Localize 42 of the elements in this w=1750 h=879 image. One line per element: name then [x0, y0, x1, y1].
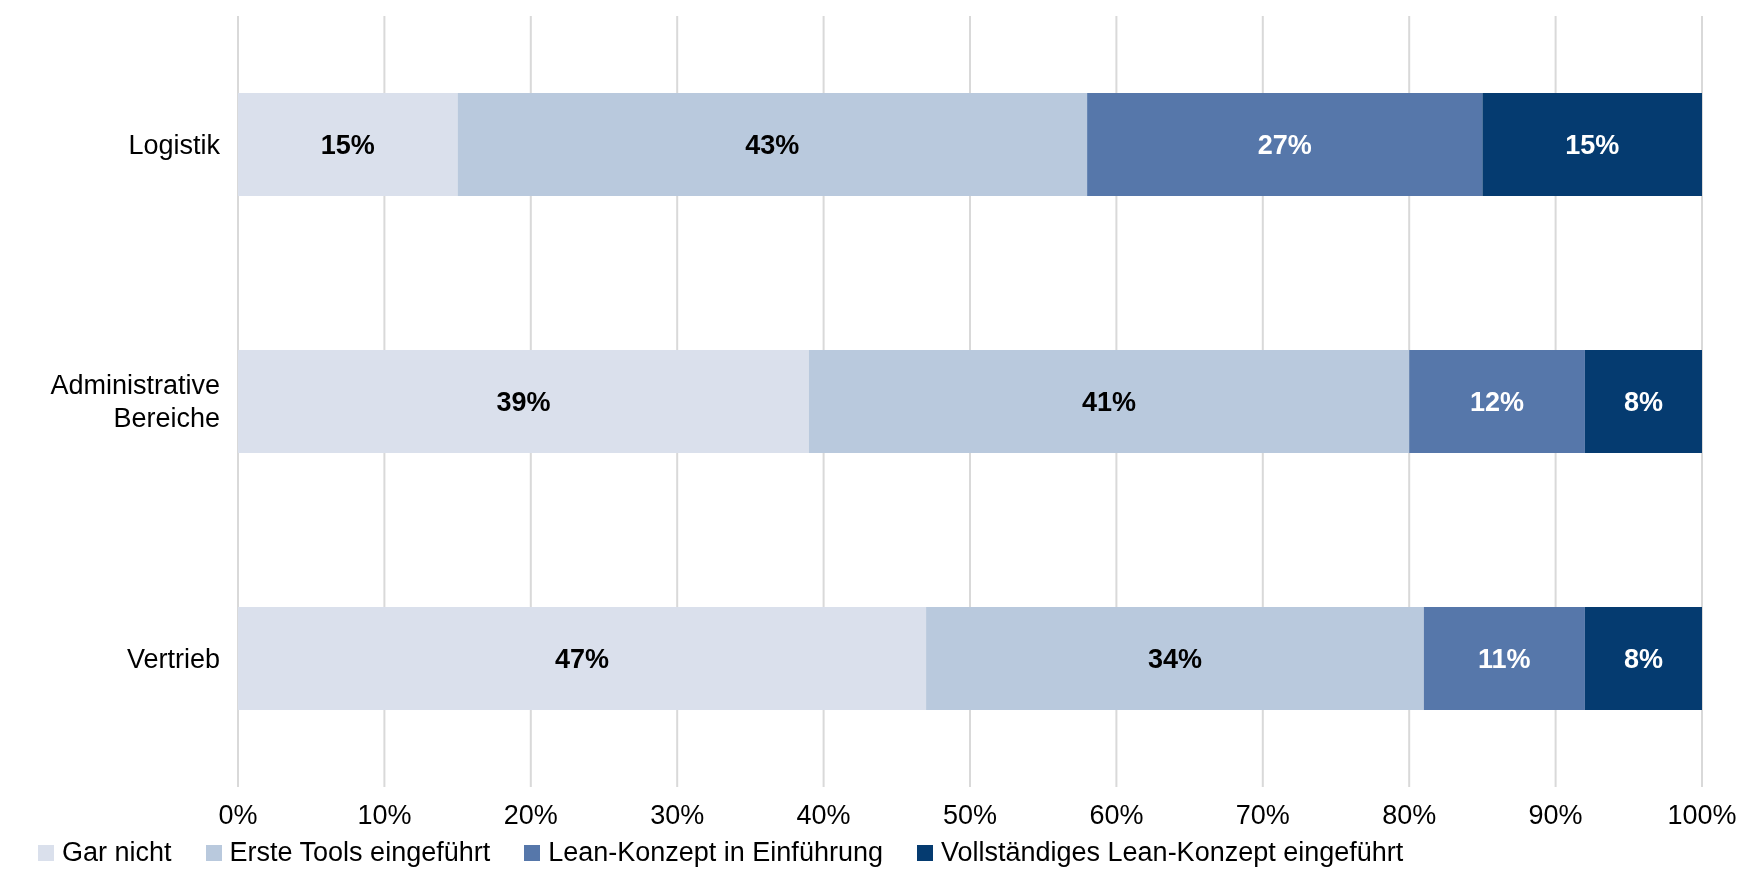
x-tick-label: 60%	[1089, 800, 1144, 831]
legend-label: Erste Tools eingeführt	[228, 837, 491, 868]
data-label: 12%	[1470, 386, 1525, 417]
x-tick-label: 100%	[1667, 800, 1737, 831]
data-label: 27%	[1257, 129, 1312, 160]
bar	[808, 350, 1410, 453]
bar	[1584, 350, 1702, 453]
data-label: 15%	[320, 129, 375, 160]
y-tick-label: Logistik	[128, 129, 221, 160]
data-label: 8%	[1623, 386, 1663, 417]
bar	[1409, 350, 1585, 453]
data-label: 41%	[1082, 386, 1137, 417]
x-tick-label: 0%	[218, 800, 258, 831]
legend-label: Lean-Konzept in Einführung	[547, 837, 883, 868]
data-label: 11%	[1478, 643, 1531, 674]
data-label: 8%	[1623, 643, 1663, 674]
data-label: 47%	[555, 643, 610, 674]
x-tick-label: 20%	[503, 800, 558, 831]
data-label: 34%	[1147, 643, 1202, 674]
bar	[238, 93, 458, 196]
legend-label: Gar nicht	[61, 837, 172, 868]
x-tick-label: 10%	[357, 800, 412, 831]
data-label: 15%	[1565, 129, 1620, 160]
bar	[457, 93, 1088, 196]
bar	[1087, 93, 1483, 196]
bar	[238, 350, 809, 453]
data-label: 39%	[496, 386, 551, 417]
legend-label: Vollständiges Lean-Konzept eingeführt	[939, 837, 1404, 868]
y-tick-label: Vertrieb	[126, 643, 220, 674]
x-tick-label: 90%	[1528, 800, 1583, 831]
x-tick-label: 70%	[1235, 800, 1290, 831]
bar	[1423, 607, 1585, 710]
x-tick-label: 50%	[942, 800, 998, 831]
x-tick-label: 40%	[796, 800, 851, 831]
bar	[1584, 607, 1702, 710]
bar	[1482, 93, 1702, 196]
bar	[926, 607, 1424, 710]
y-tick-label: Administrative Bereiche	[50, 370, 220, 433]
x-tick-label: 30%	[650, 800, 705, 831]
bar	[238, 607, 927, 710]
x-tick-label: 80%	[1382, 800, 1437, 831]
data-label: 43%	[745, 129, 800, 160]
